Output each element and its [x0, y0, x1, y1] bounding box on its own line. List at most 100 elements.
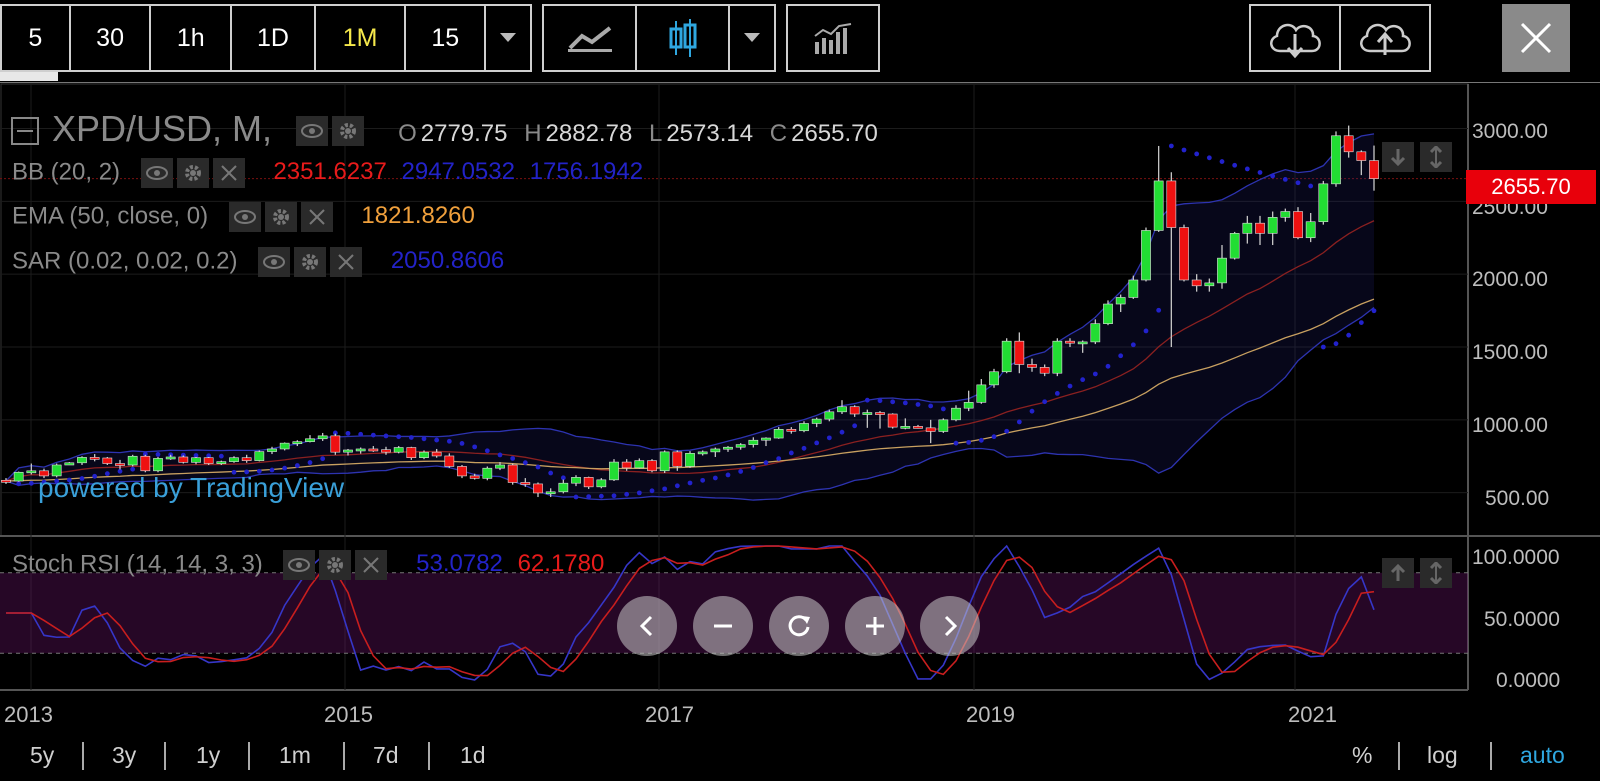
candle-body: [799, 423, 809, 432]
candle-body: [533, 483, 543, 494]
scroll-left-button[interactable]: [617, 596, 677, 656]
indicators-button[interactable]: [788, 6, 878, 70]
sar-dot: [41, 479, 47, 485]
candle-body: [925, 427, 936, 432]
sar-dot: [966, 439, 972, 445]
candle-body: [431, 451, 442, 457]
gear-icon[interactable]: [319, 550, 352, 580]
interval-1d-button[interactable]: 1D: [232, 6, 316, 70]
scale-percent[interactable]: %: [1352, 742, 1373, 768]
sar-dot: [902, 400, 908, 406]
candle-body: [1090, 323, 1101, 343]
remove-icon[interactable]: [212, 158, 245, 188]
cloud-save-button[interactable]: [1341, 6, 1429, 70]
toolbar-scroll-indicator: [0, 72, 58, 81]
eye-icon[interactable]: [296, 116, 329, 147]
candle: [241, 454, 252, 463]
cloud-load-button[interactable]: [1251, 6, 1341, 70]
eye-icon[interactable]: [258, 247, 291, 277]
maximize-pane-icon[interactable]: [1420, 558, 1452, 588]
candle: [469, 473, 480, 480]
candle-body: [1356, 151, 1367, 161]
move-up-icon[interactable]: [1382, 558, 1414, 588]
interval-30-button[interactable]: 30: [71, 6, 152, 70]
candle-body: [710, 448, 721, 453]
eye-icon[interactable]: [228, 202, 261, 232]
ema-legend-name: EMA (50, close, 0): [12, 202, 209, 230]
sar-dot: [1016, 419, 1022, 425]
sar-dot: [510, 456, 516, 461]
scale-log[interactable]: log: [1427, 742, 1458, 768]
range-7d[interactable]: 7d: [373, 742, 399, 768]
scale-auto[interactable]: auto: [1520, 742, 1565, 768]
reset-chart-button[interactable]: [769, 596, 829, 656]
candle-body: [279, 442, 290, 450]
candle: [925, 419, 936, 444]
eye-icon[interactable]: [283, 550, 316, 580]
interval-15-button[interactable]: 15: [406, 6, 487, 70]
candle-body: [1280, 211, 1291, 218]
sar-dot: [738, 469, 744, 474]
main-pane-controls: [1382, 142, 1452, 172]
candle-body: [824, 411, 835, 420]
collapse-icon[interactable]: [10, 116, 42, 146]
close-button[interactable]: [1502, 4, 1570, 72]
eye-icon[interactable]: [140, 158, 173, 188]
remove-icon[interactable]: [330, 247, 363, 277]
remove-icon[interactable]: [355, 550, 388, 580]
interval-5-button[interactable]: 5: [2, 6, 71, 70]
range-1d[interactable]: 1d: [460, 742, 486, 768]
candle: [393, 446, 404, 454]
candle: [913, 424, 923, 429]
maximize-pane-icon[interactable]: [1420, 142, 1452, 172]
interval-1m-button[interactable]: 1M: [316, 6, 407, 70]
range-5y[interactable]: 5y: [30, 742, 55, 768]
candle: [1115, 294, 1126, 313]
range-3y[interactable]: 3y: [112, 742, 137, 768]
bb-lower-value: 1756.1942: [529, 158, 644, 186]
interval-1h-button[interactable]: 1h: [151, 6, 233, 70]
candle: [279, 442, 290, 451]
gear-icon[interactable]: [264, 202, 297, 232]
candle-chart-button[interactable]: [637, 6, 731, 70]
zoom-out-button[interactable]: [693, 596, 753, 656]
sar-dot: [345, 430, 351, 436]
sar-dot: [1257, 170, 1263, 175]
sar-dot: [1282, 176, 1288, 182]
sar-dot: [1054, 391, 1060, 396]
candle: [621, 459, 632, 471]
sar-dot: [1156, 307, 1162, 313]
range-1m[interactable]: 1m: [279, 742, 311, 768]
gear-icon[interactable]: [332, 116, 365, 147]
candle-body: [1014, 340, 1025, 365]
range-1y[interactable]: 1y: [196, 742, 221, 768]
gear-icon[interactable]: [176, 158, 209, 188]
candle: [1166, 172, 1177, 347]
move-down-icon[interactable]: [1382, 142, 1414, 172]
scroll-right-button[interactable]: [920, 596, 980, 656]
y-tick-2000: 2000.00: [1472, 268, 1548, 291]
high-value: 2882.78: [545, 120, 633, 147]
candle-body: [1179, 227, 1189, 281]
sar-dot: [687, 480, 693, 486]
line-chart-button[interactable]: [544, 6, 638, 70]
candle-body: [368, 448, 379, 452]
candle: [330, 433, 341, 455]
interval-dropdown-button[interactable]: [486, 6, 530, 70]
candle: [1280, 208, 1291, 222]
high-key: H: [524, 120, 542, 147]
remove-icon[interactable]: [300, 202, 333, 232]
bb-upper-value: 2947.0532: [401, 158, 515, 186]
sar-dot: [636, 490, 642, 496]
candle-body: [507, 464, 518, 483]
sar-dot: [92, 473, 98, 479]
candle-body: [1065, 340, 1075, 344]
chart-type-dropdown-button[interactable]: [730, 6, 774, 70]
zoom-in-button[interactable]: [845, 596, 905, 656]
candle-body: [1039, 367, 1050, 374]
tradingview-watermark[interactable]: powered by TradingView: [38, 472, 345, 503]
candle-body: [406, 447, 417, 459]
sar-dot: [66, 477, 72, 483]
gear-icon[interactable]: [294, 247, 327, 277]
sar-legend: SAR (0.02, 0.02, 0.2) 2050.8606: [12, 247, 504, 277]
